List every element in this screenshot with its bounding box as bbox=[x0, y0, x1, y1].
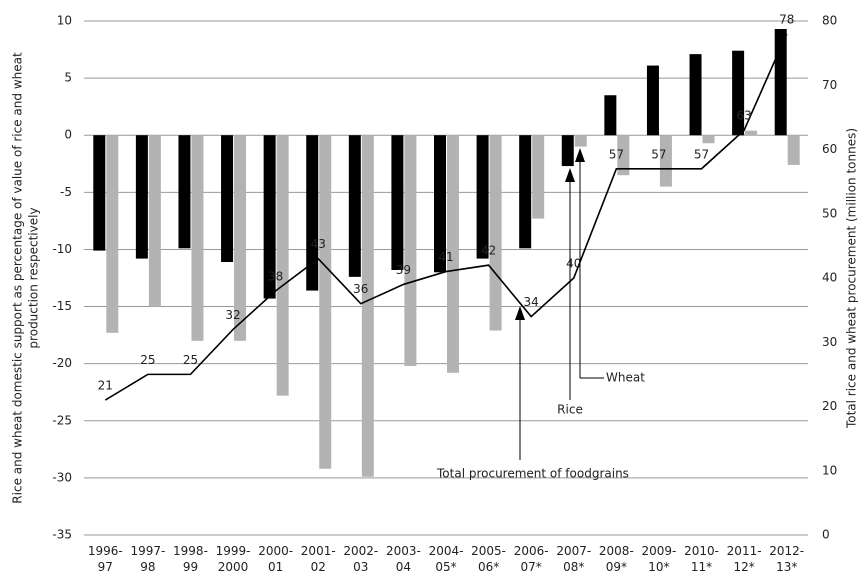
bar bbox=[135, 135, 148, 259]
x-tick-label: 1999-2000 bbox=[216, 544, 251, 574]
x-tick-label: 2004-05* bbox=[429, 544, 464, 574]
data-label: 36 bbox=[353, 282, 368, 296]
bar bbox=[447, 135, 459, 373]
y2-tick-label: 10 bbox=[822, 463, 837, 477]
bar bbox=[263, 135, 276, 299]
y-tick-label: 0 bbox=[64, 128, 72, 142]
x-tick-label: 2010-11* bbox=[684, 544, 719, 574]
bar bbox=[404, 135, 417, 366]
bar bbox=[732, 50, 745, 136]
y-tick-label: -10 bbox=[52, 242, 72, 256]
bar bbox=[434, 135, 446, 273]
data-label: 32 bbox=[225, 308, 240, 322]
y-tick-label: 5 bbox=[64, 71, 72, 85]
data-label: 21 bbox=[98, 379, 113, 393]
x-tick-label: 2001-02 bbox=[301, 544, 336, 574]
y2-tick-label: 70 bbox=[822, 78, 837, 92]
bar bbox=[604, 95, 617, 136]
data-label: 57 bbox=[609, 147, 624, 161]
y2-tick-label: 0 bbox=[822, 528, 830, 542]
data-label: 57 bbox=[694, 147, 709, 161]
wheat-arrow-head bbox=[575, 148, 585, 162]
data-label: 43 bbox=[311, 237, 326, 251]
bar bbox=[361, 135, 374, 477]
y-tick-label: -30 bbox=[52, 470, 72, 484]
x-tick-label: 1998-99 bbox=[173, 544, 208, 574]
bar bbox=[306, 135, 319, 291]
bar bbox=[93, 135, 106, 251]
y2-tick-label: 20 bbox=[822, 399, 837, 413]
x-tick-label: 2005-06* bbox=[471, 544, 506, 574]
data-label: 34 bbox=[524, 295, 539, 309]
y-tick-label: -20 bbox=[52, 356, 72, 370]
annotation: Wheat bbox=[606, 371, 645, 385]
data-label: 40 bbox=[566, 257, 581, 271]
x-tick-label: 2012-13* bbox=[769, 544, 804, 574]
data-label: 41 bbox=[438, 250, 453, 264]
rice-arrow-head bbox=[565, 168, 575, 182]
bar bbox=[148, 135, 161, 307]
bar bbox=[348, 135, 361, 277]
bar bbox=[702, 135, 715, 144]
bar bbox=[191, 135, 204, 341]
annotations: Rice Wheat Total procurement of foodgrai… bbox=[436, 148, 645, 481]
data-label: 78 bbox=[779, 12, 794, 26]
y-axis-label: Rice and wheat domestic support as perce… bbox=[11, 52, 25, 504]
data-label: 25 bbox=[183, 353, 198, 367]
bar bbox=[319, 135, 332, 469]
bar bbox=[787, 135, 800, 165]
bar bbox=[774, 28, 787, 136]
data-label: 57 bbox=[651, 147, 666, 161]
annotation: Total procurement of foodgrains bbox=[436, 467, 629, 481]
data-label: 39 bbox=[396, 263, 411, 277]
y-tick-label: -15 bbox=[52, 299, 72, 313]
x-tick-label: 2000-01 bbox=[258, 544, 293, 574]
x-tick-label: 2008-09* bbox=[599, 544, 634, 574]
x-tick-label: 2003-04 bbox=[386, 544, 421, 574]
annotation: Rice bbox=[557, 403, 583, 417]
y2-tick-label: 60 bbox=[822, 142, 837, 156]
data-label: 25 bbox=[140, 353, 155, 367]
data-label: 42 bbox=[481, 244, 496, 258]
data-label: 38 bbox=[268, 269, 283, 283]
bar bbox=[745, 130, 758, 136]
bar bbox=[561, 135, 574, 167]
data-label: 63 bbox=[736, 109, 751, 123]
y-tick-label: 10 bbox=[57, 14, 72, 28]
y2-tick-label: 50 bbox=[822, 206, 837, 220]
bar bbox=[234, 135, 247, 341]
bar bbox=[519, 135, 532, 249]
y2-tick-label: 30 bbox=[822, 335, 837, 349]
x-tick-label: 1996-97 bbox=[88, 544, 123, 574]
bar bbox=[574, 135, 587, 147]
bar bbox=[489, 135, 502, 331]
x-tick-label: 2006-07* bbox=[514, 544, 549, 574]
bar bbox=[276, 135, 289, 396]
bar bbox=[646, 65, 659, 136]
bar bbox=[178, 135, 191, 249]
total-arrow-head bbox=[515, 306, 525, 320]
y-tick-label: -35 bbox=[52, 528, 72, 542]
bar bbox=[689, 54, 702, 136]
bar bbox=[476, 135, 489, 259]
bar bbox=[391, 135, 404, 271]
x-tick-label: 1997-98 bbox=[130, 544, 165, 574]
x-tick-label: 2011-12* bbox=[727, 544, 762, 574]
y2-tick-label: 40 bbox=[822, 271, 837, 285]
line bbox=[104, 33, 788, 401]
y-tick-label: -25 bbox=[52, 413, 72, 427]
bar bbox=[617, 135, 630, 176]
bar bbox=[532, 135, 545, 219]
y-axis-label: production respectively bbox=[27, 207, 41, 348]
y-tick-label: -5 bbox=[60, 185, 72, 199]
bar bbox=[106, 135, 119, 333]
x-tick-label: 2009-10* bbox=[642, 544, 677, 574]
x-tick-label: 2002-03 bbox=[343, 544, 378, 574]
bar bbox=[659, 135, 672, 187]
y2-axis-label: Total rice and wheat procurement (millio… bbox=[845, 128, 859, 429]
y2-tick-label: 80 bbox=[822, 14, 837, 28]
x-tick-label: 2007-08* bbox=[556, 544, 591, 574]
bar bbox=[221, 135, 234, 263]
